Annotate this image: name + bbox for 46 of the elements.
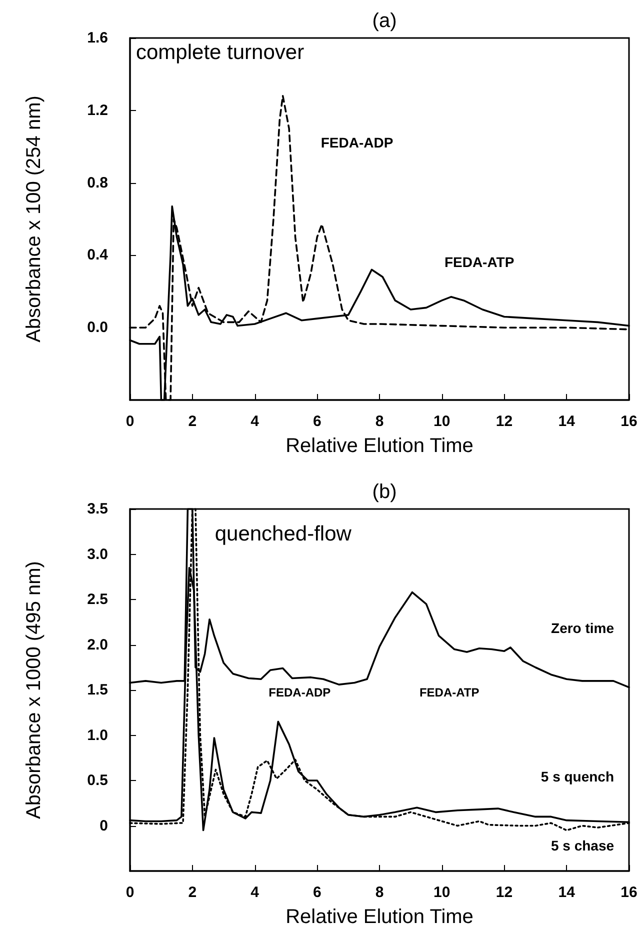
x-axis-title: Relative Elution Time xyxy=(286,906,474,928)
x-tick-label: 14 xyxy=(558,413,576,430)
annotation: complete turnover xyxy=(136,41,304,64)
x-tick-label: 14 xyxy=(558,884,576,901)
x-tick-label: 16 xyxy=(620,413,638,430)
y-axis-title: Absorbance x 100 (254 nm) xyxy=(23,96,45,342)
y-tick-label: 0 xyxy=(100,817,108,834)
y-tick-label: 3.5 xyxy=(87,500,108,518)
x-tick-label: 10 xyxy=(434,413,450,430)
y-tick-label: 1.5 xyxy=(87,682,108,698)
x-tick-label: 6 xyxy=(312,884,322,901)
chart-title: (b) xyxy=(372,481,397,503)
x-axis-title: Relative Elution Time xyxy=(286,435,474,457)
x-tick-label: 4 xyxy=(250,413,260,430)
x-tick-label: 10 xyxy=(434,884,450,901)
y-tick-label: 2.0 xyxy=(87,636,108,654)
x-tick-label: 12 xyxy=(496,884,513,901)
annotation: 5 s quench xyxy=(540,768,614,785)
annotation: FEDA-ATP xyxy=(419,685,480,700)
annotation: FEDA-ATP xyxy=(444,254,514,270)
x-tick-label: 0 xyxy=(126,884,134,901)
y-tick-label: 0.0 xyxy=(87,319,108,336)
y-tick-label: 0.4 xyxy=(87,246,109,264)
y-axis-title: Absorbance x 1000 (495 nm) xyxy=(23,561,45,819)
annotation: quenched-flow xyxy=(214,522,352,546)
annotation: Zero time xyxy=(551,620,614,636)
x-tick-label: 6 xyxy=(312,413,322,430)
x-tick-label: 8 xyxy=(375,884,384,901)
y-tick-label: 2.5 xyxy=(87,591,108,608)
x-tick-label: 4 xyxy=(250,884,260,901)
y-tick-label: 0.8 xyxy=(87,174,108,192)
y-tick-label: 1.6 xyxy=(87,30,108,46)
y-tick-label: 1.0 xyxy=(87,726,108,744)
x-tick-label: 12 xyxy=(496,413,513,430)
annotation: FEDA-ADP xyxy=(320,134,394,151)
annotation: FEDA-ADP xyxy=(268,685,331,700)
y-tick-label: 3.0 xyxy=(87,546,108,563)
x-tick-label: 2 xyxy=(188,413,197,430)
x-tick-label: 2 xyxy=(188,884,197,901)
x-tick-label: 8 xyxy=(375,413,384,430)
annotation: 5 s chase xyxy=(550,837,614,854)
chart-title: (a) xyxy=(372,10,397,32)
y-tick-label: 0.5 xyxy=(87,772,108,789)
x-tick-label: 16 xyxy=(620,884,638,901)
y-tick-label: 1.2 xyxy=(87,102,108,119)
x-tick-label: 0 xyxy=(126,413,134,430)
